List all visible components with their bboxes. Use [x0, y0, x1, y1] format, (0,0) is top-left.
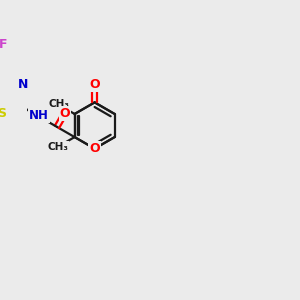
- Text: F: F: [0, 38, 7, 51]
- Text: N: N: [17, 78, 28, 92]
- Text: O: O: [89, 142, 100, 155]
- Text: S: S: [0, 107, 6, 120]
- Text: NH: NH: [29, 109, 49, 122]
- Text: CH₃: CH₃: [49, 99, 70, 109]
- Text: O: O: [89, 78, 100, 91]
- Text: O: O: [59, 107, 70, 120]
- Text: CH₃: CH₃: [47, 142, 68, 152]
